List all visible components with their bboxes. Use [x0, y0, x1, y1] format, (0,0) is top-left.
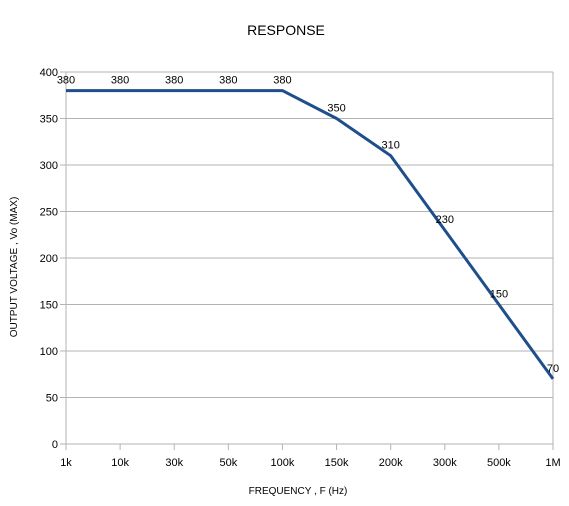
- data-label-500k: 150: [490, 289, 508, 301]
- y-tick-label-400: 400: [40, 67, 58, 79]
- data-label-10k: 380: [111, 75, 129, 87]
- y-tick-label-200: 200: [40, 253, 58, 265]
- x-tick-label-500k: 500k: [487, 457, 511, 469]
- y-tick-label-350: 350: [40, 114, 58, 126]
- data-label-100k: 380: [273, 75, 291, 87]
- y-axis-title: OUTPUT VOLTAGE , Vo (MAX): [9, 197, 20, 338]
- data-labels: 380 380 380 380 380 350 310 230 150 70: [57, 75, 559, 375]
- x-axis-title: FREQUENCY , F (Hz): [249, 486, 348, 497]
- x-tick-label-300k: 300k: [433, 457, 457, 469]
- gridlines: [66, 71, 553, 398]
- data-label-200k: 310: [381, 140, 399, 152]
- y-tick-label-0: 0: [52, 439, 58, 451]
- data-label-1k: 380: [57, 75, 75, 87]
- x-tick-label-50k: 50k: [219, 457, 237, 469]
- data-label-150k: 350: [327, 103, 345, 115]
- x-tick-label-10k: 10k: [111, 457, 129, 469]
- y-tick-label-300: 300: [40, 160, 58, 172]
- x-tick-label-100k: 100k: [271, 457, 295, 469]
- y-tick-label-250: 250: [40, 207, 58, 219]
- data-label-1M: 70: [547, 363, 559, 375]
- y-tick-label-50: 50: [46, 393, 58, 405]
- y-tick-label-100: 100: [40, 346, 58, 358]
- axes: [60, 71, 554, 450]
- series-line: [66, 89, 555, 380]
- x-tick-label-150k: 150k: [325, 457, 349, 469]
- chart-title: RESPONSE: [247, 22, 325, 38]
- x-tick-label-1M: 1M: [545, 457, 560, 469]
- data-label-30k: 380: [165, 75, 183, 87]
- x-tick-label-1k: 1k: [60, 457, 72, 469]
- x-tick-label-30k: 30k: [165, 457, 183, 469]
- data-label-50k: 380: [219, 75, 237, 87]
- x-tick-label-200k: 200k: [379, 457, 403, 469]
- y-tick-label-150: 150: [40, 300, 58, 312]
- x-tick-labels: 1k 10k 30k 50k 100k 150k 200k 300k 500k 1M: [60, 457, 560, 469]
- data-label-300k: 230: [436, 214, 454, 226]
- y-tick-labels: 0 50 100 150 200 250 300 350 400: [40, 67, 58, 451]
